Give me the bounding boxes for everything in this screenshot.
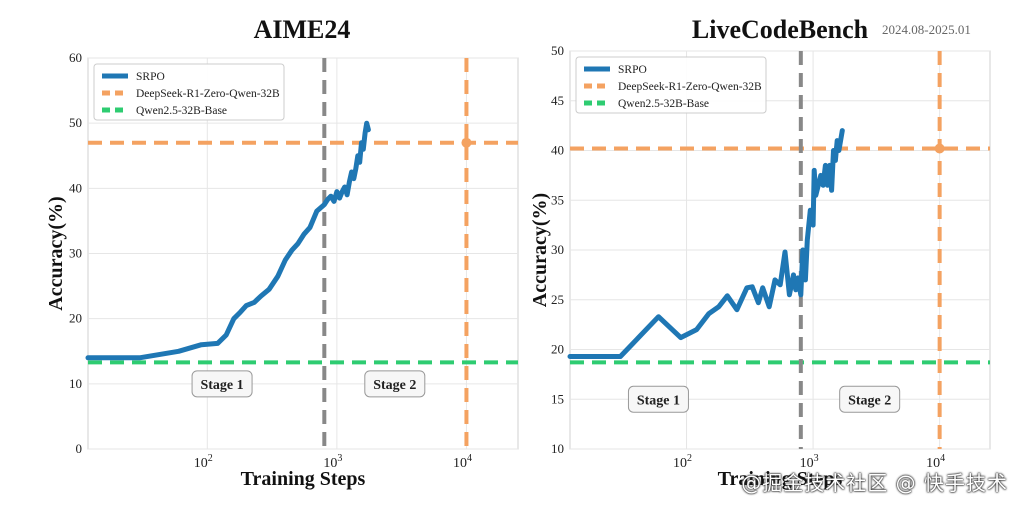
x-tick-label: 102 (673, 453, 692, 471)
aime24-x-ticks: 102 103 104 (194, 453, 472, 471)
stage-box (839, 385, 901, 413)
y-tick-label: 30 (551, 242, 564, 257)
livecodebench-legend: SRPO DeepSeek-R1-Zero-Qwen-32B Qwen2.5-32B… (575, 56, 767, 114)
y-tick-label: 20 (551, 342, 564, 357)
aime24-y-ticks: 0 10 20 30 40 50 60 (69, 50, 82, 456)
aime24-reference-lines (88, 58, 518, 449)
y-tick-label: 25 (551, 292, 564, 307)
y-tick-label: 40 (551, 143, 564, 158)
legend-label: SRPO (618, 64, 647, 76)
reference-marker (461, 137, 472, 148)
stage-label: Stage 2 (848, 393, 891, 408)
livecodebench-subtitle: 2024.08-2025.01 (882, 22, 971, 37)
x-tick-label: 102 (194, 453, 213, 471)
legend-box (93, 63, 285, 121)
legend-label: Qwen2.5-32B-Base (136, 105, 227, 117)
y-tick-label: 20 (69, 311, 82, 326)
y-tick-label: 40 (69, 180, 82, 195)
livecodebench-x-ticks: 102 103 104 (673, 453, 945, 471)
legend-label: Qwen2.5-32B-Base (618, 98, 709, 110)
livecodebench-series (567, 128, 945, 359)
y-tick-label: 10 (551, 441, 564, 456)
aime24-y-label: Accuracy(%) (45, 196, 67, 310)
stage-box (364, 370, 426, 398)
aime24-legend: SRPO DeepSeek-R1-Zero-Qwen-32B Qwen2.5-32B… (93, 63, 285, 121)
aime24-chart: 0 10 20 30 40 50 60 102 103 104 Stage 1 Stage 2 S… (45, 15, 519, 490)
x-tick-label: 103 (800, 453, 819, 471)
y-tick-label: 30 (69, 246, 82, 261)
legend-label: DeepSeek-R1-Zero-Qwen-32B (136, 88, 280, 100)
legend-label: DeepSeek-R1-Zero-Qwen-32B (618, 81, 762, 93)
aime24-x-label: Training Steps (241, 468, 366, 490)
stage-label: Stage 1 (200, 378, 243, 393)
legend-box (575, 56, 767, 114)
y-tick-label: 60 (69, 50, 82, 65)
y-tick-label: 50 (551, 43, 564, 58)
livecodebench-x-label: Training Steps (718, 468, 843, 490)
livecodebench-annotations: Stage 1 Stage 2 (627, 385, 901, 413)
aime24-grid (88, 57, 518, 450)
y-tick-label: 0 (76, 441, 83, 456)
x-tick-label: 104 (926, 453, 945, 471)
y-tick-label: 10 (69, 376, 82, 391)
livecodebench-title: LiveCodeBench (692, 15, 869, 44)
y-tick-label: 45 (551, 93, 564, 108)
livecodebench-y-label: Accuracy(%) (529, 193, 551, 307)
y-tick-label: 15 (551, 391, 564, 406)
reference-marker (934, 143, 945, 154)
y-tick-label: 50 (69, 115, 82, 130)
stage-label: Stage 2 (373, 378, 416, 393)
stage-box (191, 370, 253, 398)
aime24-series (85, 120, 472, 361)
x-tick-label: 103 (323, 453, 342, 471)
watermark: @掘金技术社区 @ 快手技术 (741, 471, 1008, 495)
stage-box (627, 385, 689, 413)
series-line-srpo (567, 128, 845, 359)
livecodebench-y-ticks: 10 15 20 25 30 35 40 45 50 (551, 43, 564, 456)
legend-label: SRPO (136, 71, 165, 83)
x-tick-label: 104 (453, 453, 472, 471)
stage-label: Stage 1 (637, 393, 680, 408)
y-tick-label: 35 (551, 192, 564, 207)
aime24-title: AIME24 (254, 15, 351, 44)
series-line-srpo (85, 120, 371, 361)
aime24-annotations: Stage 1 Stage 2 (191, 370, 426, 398)
